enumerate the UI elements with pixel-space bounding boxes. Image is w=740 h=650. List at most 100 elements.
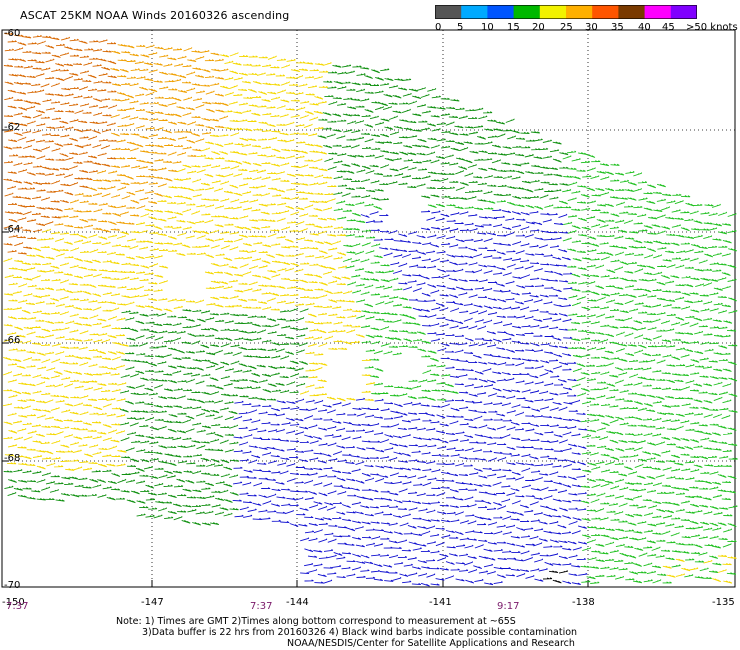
wind-barb (671, 454, 681, 459)
wind-barb (685, 558, 695, 561)
wind-barb (213, 463, 224, 467)
wind-barb (162, 195, 173, 199)
wind-barb (662, 259, 672, 262)
wind-barb (116, 463, 126, 467)
wind-barb (258, 284, 268, 287)
wind-barb (364, 303, 374, 308)
wind-barb (308, 537, 318, 542)
wind-barb (97, 89, 107, 92)
wind-barb (374, 154, 384, 159)
wind-barb (483, 402, 493, 405)
wind-barb (3, 370, 13, 376)
wind-barb (157, 312, 167, 317)
wind-barb (530, 438, 540, 441)
wind-barb (40, 376, 50, 380)
colorbar-label: 30 (585, 22, 598, 33)
wind-barb (515, 234, 526, 237)
wind-barb (79, 250, 90, 253)
wind-barb (540, 342, 550, 346)
wind-barb (559, 391, 569, 395)
wind-barb (685, 315, 695, 318)
wind-barb (45, 256, 55, 260)
wind-barb (69, 199, 79, 204)
wind-barb (444, 154, 454, 158)
wind-barb (492, 468, 502, 471)
wind-barb (7, 491, 17, 497)
wind-barb (619, 310, 629, 314)
wind-barb (23, 293, 33, 297)
wind-barb (219, 507, 229, 511)
wind-barb (205, 482, 215, 487)
wind-barb (304, 449, 314, 452)
wind-barb (578, 541, 588, 545)
wind-barb (54, 237, 64, 242)
wind-barb (333, 551, 343, 556)
wind-barb (163, 225, 174, 228)
wind-barb (14, 47, 24, 52)
wind-barb (487, 473, 497, 477)
wind-barb (323, 241, 333, 246)
wind-barb (558, 555, 568, 560)
wind-barb (79, 185, 89, 189)
wind-barb (534, 237, 544, 241)
wind-barb (364, 430, 374, 434)
wind-barb (277, 267, 287, 272)
wind-barb (356, 169, 366, 173)
wind-barb (708, 360, 719, 363)
wind-barb (496, 574, 506, 579)
wind-barb (4, 192, 14, 197)
wind-barb (449, 488, 459, 493)
wind-barb (23, 100, 33, 104)
wind-barb (559, 166, 569, 169)
wind-barb (346, 511, 356, 514)
wind-barb (332, 144, 342, 147)
wind-barb (79, 200, 89, 204)
wind-barb (79, 330, 89, 335)
wind-barb (441, 471, 451, 475)
wind-barb (615, 201, 625, 206)
wind-barb (168, 169, 178, 173)
wind-barb (478, 475, 488, 479)
wind-barb (8, 58, 18, 61)
wind-barb (643, 240, 653, 244)
wind-barb (60, 102, 70, 106)
wind-barb (270, 229, 280, 232)
wind-barb (652, 515, 662, 518)
wind-barb (398, 262, 408, 268)
wind-barb (261, 129, 272, 132)
wind-barb (355, 461, 365, 466)
wind-barb (44, 172, 55, 176)
wind-barb (354, 267, 365, 271)
wind-barb (468, 409, 478, 412)
wind-barb (168, 186, 178, 189)
wind-barb (633, 446, 643, 452)
wind-barb (200, 328, 211, 331)
wind-barb (271, 519, 282, 522)
wind-barb (486, 200, 496, 204)
wind-barb (525, 543, 535, 546)
wind-barb (614, 379, 624, 384)
wind-barb (661, 436, 671, 441)
wind-barb (307, 313, 317, 318)
wind-barb (646, 265, 656, 270)
wind-barb (31, 262, 42, 266)
wind-barb (665, 491, 675, 494)
wind-barb (281, 196, 291, 200)
wind-barb (533, 511, 544, 515)
wind-barb (661, 274, 671, 279)
wind-barb (267, 383, 277, 388)
wind-barb (544, 561, 554, 566)
wind-barb (242, 369, 252, 373)
wind-barb (655, 474, 665, 478)
wind-barb (417, 251, 427, 255)
wind-barb (213, 349, 223, 355)
wind-barb (211, 68, 221, 72)
wind-barb (220, 312, 230, 315)
wind-barb (205, 90, 215, 95)
wind-barb (50, 475, 60, 478)
wind-barb (656, 359, 666, 364)
wind-barb (345, 233, 355, 237)
wind-barb (97, 169, 107, 174)
wind-barb (98, 39, 108, 43)
wind-barb (41, 472, 51, 477)
